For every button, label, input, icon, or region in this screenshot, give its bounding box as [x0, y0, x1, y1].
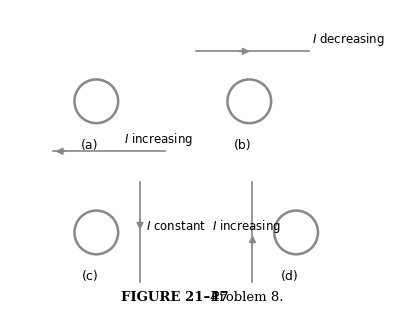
- Text: (b): (b): [234, 139, 252, 152]
- Text: $I$ increasing: $I$ increasing: [212, 218, 281, 235]
- Text: (a): (a): [81, 139, 99, 152]
- Text: $I$ decreasing: $I$ decreasing: [312, 31, 384, 48]
- Text: (d): (d): [281, 270, 299, 283]
- Text: $I$ increasing: $I$ increasing: [124, 131, 193, 148]
- Text: Problem 8.: Problem 8.: [202, 291, 284, 304]
- Text: $I$ constant: $I$ constant: [146, 220, 206, 233]
- Text: (c): (c): [82, 270, 98, 283]
- Text: FIGURE 21–47: FIGURE 21–47: [120, 291, 228, 304]
